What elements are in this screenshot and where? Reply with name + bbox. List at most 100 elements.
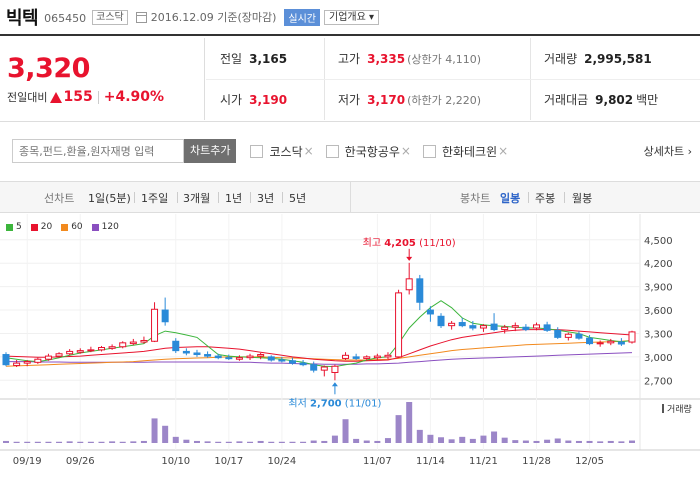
candle-body: [235, 357, 243, 360]
volume-bar: [300, 441, 307, 443]
candle-body: [437, 315, 445, 327]
volume-bar: [342, 419, 349, 443]
volume-bar: [586, 440, 593, 443]
compare-item-hanwha[interactable]: 한화테크윈 ×: [422, 143, 509, 160]
candle-chart-label: 봉차트: [460, 192, 491, 205]
ma-legend: 5 20 60 120: [6, 222, 128, 232]
candle-body: [384, 354, 392, 358]
close-icon[interactable]: ×: [303, 144, 314, 158]
volume-bar: [522, 440, 529, 443]
legend-ma120: 120: [91, 222, 119, 232]
volume-bar: [618, 441, 625, 443]
tab-1day[interactable]: 1일(5분): [88, 192, 131, 205]
volume-bar: [406, 402, 413, 443]
candle-body: [182, 350, 190, 354]
volume-bar: [77, 441, 84, 443]
volume-bar: [172, 436, 179, 443]
volume-bar: [289, 441, 296, 443]
candle-body: [501, 326, 509, 331]
line-chart-label: 선차트: [44, 192, 75, 205]
volume-bar: [310, 440, 317, 443]
tab-daily[interactable]: 일봉: [500, 192, 521, 205]
candle-body: [278, 359, 286, 362]
close-icon[interactable]: ×: [400, 144, 411, 158]
current-price: 3,320: [7, 53, 90, 84]
tab-5year[interactable]: 5년: [289, 192, 307, 205]
candle-body: [522, 326, 530, 331]
volume-bar: [448, 439, 455, 443]
tab-1year[interactable]: 1년: [225, 192, 243, 205]
stock-code: 065450: [44, 11, 87, 25]
candle-body: [479, 325, 487, 329]
add-chart-button[interactable]: 차트추가: [184, 139, 237, 163]
candle-body: [320, 366, 328, 371]
divider: [97, 90, 99, 104]
company-info-dropdown[interactable]: 기업개요 ▾: [324, 9, 380, 25]
volume-bar: [416, 429, 423, 443]
stat-open: 시가 3,190: [220, 92, 288, 108]
compare-item-kosdaq[interactable]: 코스닥 ×: [250, 143, 314, 160]
candle-body: [151, 308, 159, 342]
candle-body: [575, 333, 583, 339]
close-icon[interactable]: ×: [498, 144, 509, 158]
max-annotation: 최고 4,205 (11/10): [363, 237, 456, 249]
detail-chart-link[interactable]: 상세차트 ›: [643, 145, 692, 158]
candle-body: [405, 278, 413, 291]
volume-bar: [45, 441, 52, 443]
stock-header: 빅텍 065450 코스닥 2016.12.09 기준(장마감) 실시간 기업개…: [0, 0, 700, 36]
compare-item-kai[interactable]: 한국항공우 ×: [325, 143, 411, 160]
series-ma60: [5, 340, 633, 367]
candle-body: [140, 339, 148, 343]
candle-body: [554, 329, 562, 338]
volume-bar: [3, 440, 9, 443]
volume-bar: [236, 441, 243, 443]
stat-low: 저가 3,170 (하한가 2,220): [338, 92, 481, 108]
candle-body: [267, 356, 275, 361]
realtime-button[interactable]: 실시간: [284, 8, 321, 26]
checkbox[interactable]: [422, 144, 436, 158]
candle-body: [596, 342, 604, 345]
volume-bar: [87, 441, 94, 443]
candle-body: [129, 341, 137, 345]
volume-bar: [247, 441, 254, 443]
candle-body: [373, 355, 381, 359]
volume-bar: [109, 441, 116, 443]
tab-weekly[interactable]: 주봉: [535, 192, 556, 205]
divider: [350, 182, 351, 212]
volume-bar: [204, 441, 211, 443]
volume-bar: [427, 434, 434, 443]
stat-prev: 전일 3,165: [220, 51, 288, 67]
x-tick-label: 09/19: [13, 456, 42, 467]
candle-body: [352, 356, 360, 359]
candle-body: [87, 349, 95, 352]
tab-1week[interactable]: 1주일: [141, 192, 169, 205]
legend-swatch: [30, 223, 38, 231]
candle-body: [204, 354, 212, 357]
volume-bar: [544, 439, 551, 443]
candlestick-chart[interactable]: 4,500 4,200 3,900 3,600 3,300 3,000 2,700 09/19…: [0, 214, 700, 480]
y-tick-label: 2,700: [644, 376, 673, 387]
candle-body: [76, 350, 84, 353]
stats-table: 전일 3,165 시가 3,190 고가 3,335 (상한가 4,110) 저…: [206, 38, 700, 120]
tab-3month[interactable]: 3개월: [183, 192, 211, 205]
checkbox[interactable]: [325, 144, 339, 158]
candle-body: [246, 355, 254, 359]
x-tick-label: 11/21: [469, 456, 498, 467]
divider: [564, 192, 565, 203]
candle-body: [458, 322, 466, 327]
tab-3year[interactable]: 3년: [257, 192, 275, 205]
compare-search-input[interactable]: [12, 139, 184, 163]
volume-bar: [183, 439, 190, 443]
checkbox[interactable]: [250, 144, 264, 158]
price-summary: 3,320 전일대비 155 +4.90%: [0, 38, 205, 120]
volume-bar: [321, 440, 328, 443]
tab-monthly[interactable]: 월봉: [572, 192, 593, 205]
y-tick-label: 3,600: [644, 306, 673, 317]
candle-body: [310, 364, 318, 371]
volume-bar: [469, 438, 476, 443]
y-tick-label: 4,500: [644, 236, 673, 247]
volume-bar: [607, 440, 614, 443]
candle-body: [426, 309, 434, 315]
y-tick-label: 3,300: [644, 329, 673, 340]
volume-bar: [151, 418, 158, 443]
